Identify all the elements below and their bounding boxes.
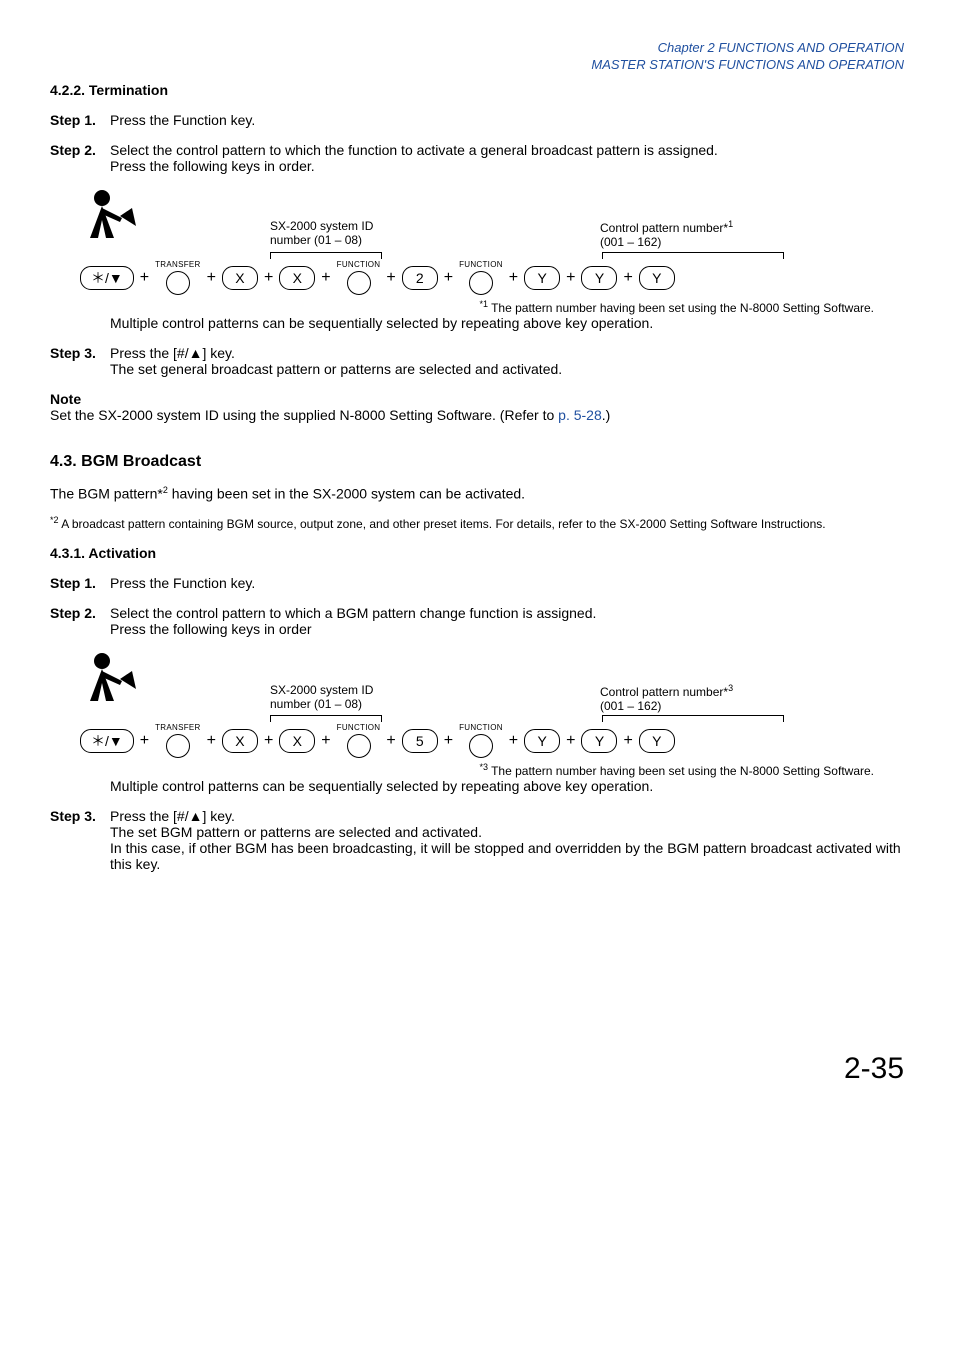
key-y: Y bbox=[524, 729, 560, 753]
step3-label: Step 3. bbox=[50, 345, 110, 377]
step1-label: Step 1. bbox=[50, 112, 110, 128]
link-p528[interactable]: p. 5-28 bbox=[558, 407, 602, 423]
key-row-1: ＊/▼ + TRANSFER + X + X + FUNCTION + 2 + … bbox=[80, 261, 904, 295]
key-function bbox=[469, 271, 493, 295]
key-x: X bbox=[279, 266, 315, 290]
key-y: Y bbox=[581, 729, 617, 753]
label-cp: Control pattern number*3 (001 – 162) bbox=[600, 683, 733, 714]
key-y: Y bbox=[581, 266, 617, 290]
label-sx: SX-2000 system ID number (01 – 08) bbox=[270, 683, 410, 714]
key-y: Y bbox=[639, 266, 675, 290]
heading-431: 4.3.1. Activation bbox=[50, 545, 904, 561]
step2-line2: Press the following keys in order. bbox=[110, 158, 904, 174]
person-icon bbox=[80, 651, 140, 724]
step3-body: Press the [#/▲] key. The set general bro… bbox=[110, 345, 904, 377]
key-x: X bbox=[222, 266, 258, 290]
step2-label: Step 2. bbox=[50, 142, 110, 174]
key-transfer bbox=[166, 734, 190, 758]
key-sequence-diagram-2: SX-2000 system ID number (01 – 08) Contr… bbox=[80, 651, 904, 758]
heading-43: 4.3. BGM Broadcast bbox=[50, 453, 904, 471]
page-number: 2-35 bbox=[50, 1052, 904, 1086]
step2-422: Step 2. Select the control pattern to wh… bbox=[50, 142, 904, 174]
footnote-3: *3 The pattern number having been set us… bbox=[50, 762, 874, 778]
key-y: Y bbox=[524, 266, 560, 290]
multi-note-2: Multiple control patterns can be sequent… bbox=[110, 778, 904, 794]
key-sequence-diagram-1: SX-2000 system ID number (01 – 08) Contr… bbox=[80, 188, 904, 295]
step2-body: Select the control pattern to which the … bbox=[110, 142, 904, 174]
key-y: Y bbox=[639, 729, 675, 753]
key-function bbox=[347, 734, 371, 758]
key-5: 5 bbox=[402, 729, 438, 753]
key-x: X bbox=[222, 729, 258, 753]
note-block: Note Set the SX-2000 system ID using the… bbox=[50, 391, 904, 423]
label-sx: SX-2000 system ID number (01 – 08) bbox=[270, 219, 410, 250]
key-star: ＊/▼ bbox=[80, 266, 134, 290]
key-star: ＊/▼ bbox=[80, 729, 134, 753]
key-function bbox=[347, 271, 371, 295]
footnote-1: *1 The pattern number having been set us… bbox=[50, 299, 874, 315]
chapter-line2: MASTER STATION'S FUNCTIONS AND OPERATION bbox=[591, 57, 904, 72]
key-x: X bbox=[279, 729, 315, 753]
step2-431: Step 2. Select the control pattern to wh… bbox=[50, 605, 904, 637]
chapter-line1: Chapter 2 FUNCTIONS AND OPERATION bbox=[658, 40, 904, 55]
footnote-2: *2 A broadcast pattern containing BGM so… bbox=[50, 515, 904, 531]
chapter-header: Chapter 2 FUNCTIONS AND OPERATION MASTER… bbox=[50, 40, 904, 74]
step3-431: Step 3. Press the [#/▲] key. The set BGM… bbox=[50, 808, 904, 872]
step1-body: Press the Function key. bbox=[110, 112, 904, 128]
key-row-2: ＊/▼ + TRANSFER + X + X + FUNCTION + 5 + … bbox=[80, 724, 904, 758]
label-cp: Control pattern number*1 (001 – 162) bbox=[600, 219, 733, 250]
person-icon bbox=[80, 188, 140, 261]
step2-line1: Select the control pattern to which the … bbox=[110, 142, 904, 158]
key-transfer bbox=[166, 271, 190, 295]
intro-43: The BGM pattern*2 having been set in the… bbox=[50, 485, 904, 502]
key-function bbox=[469, 734, 493, 758]
step3-422: Step 3. Press the [#/▲] key. The set gen… bbox=[50, 345, 904, 377]
step1-422: Step 1. Press the Function key. bbox=[50, 112, 904, 128]
step1-431: Step 1. Press the Function key. bbox=[50, 575, 904, 591]
key-2: 2 bbox=[402, 266, 438, 290]
multi-note-1: Multiple control patterns can be sequent… bbox=[110, 315, 904, 331]
heading-422: 4.2.2. Termination bbox=[50, 82, 904, 98]
